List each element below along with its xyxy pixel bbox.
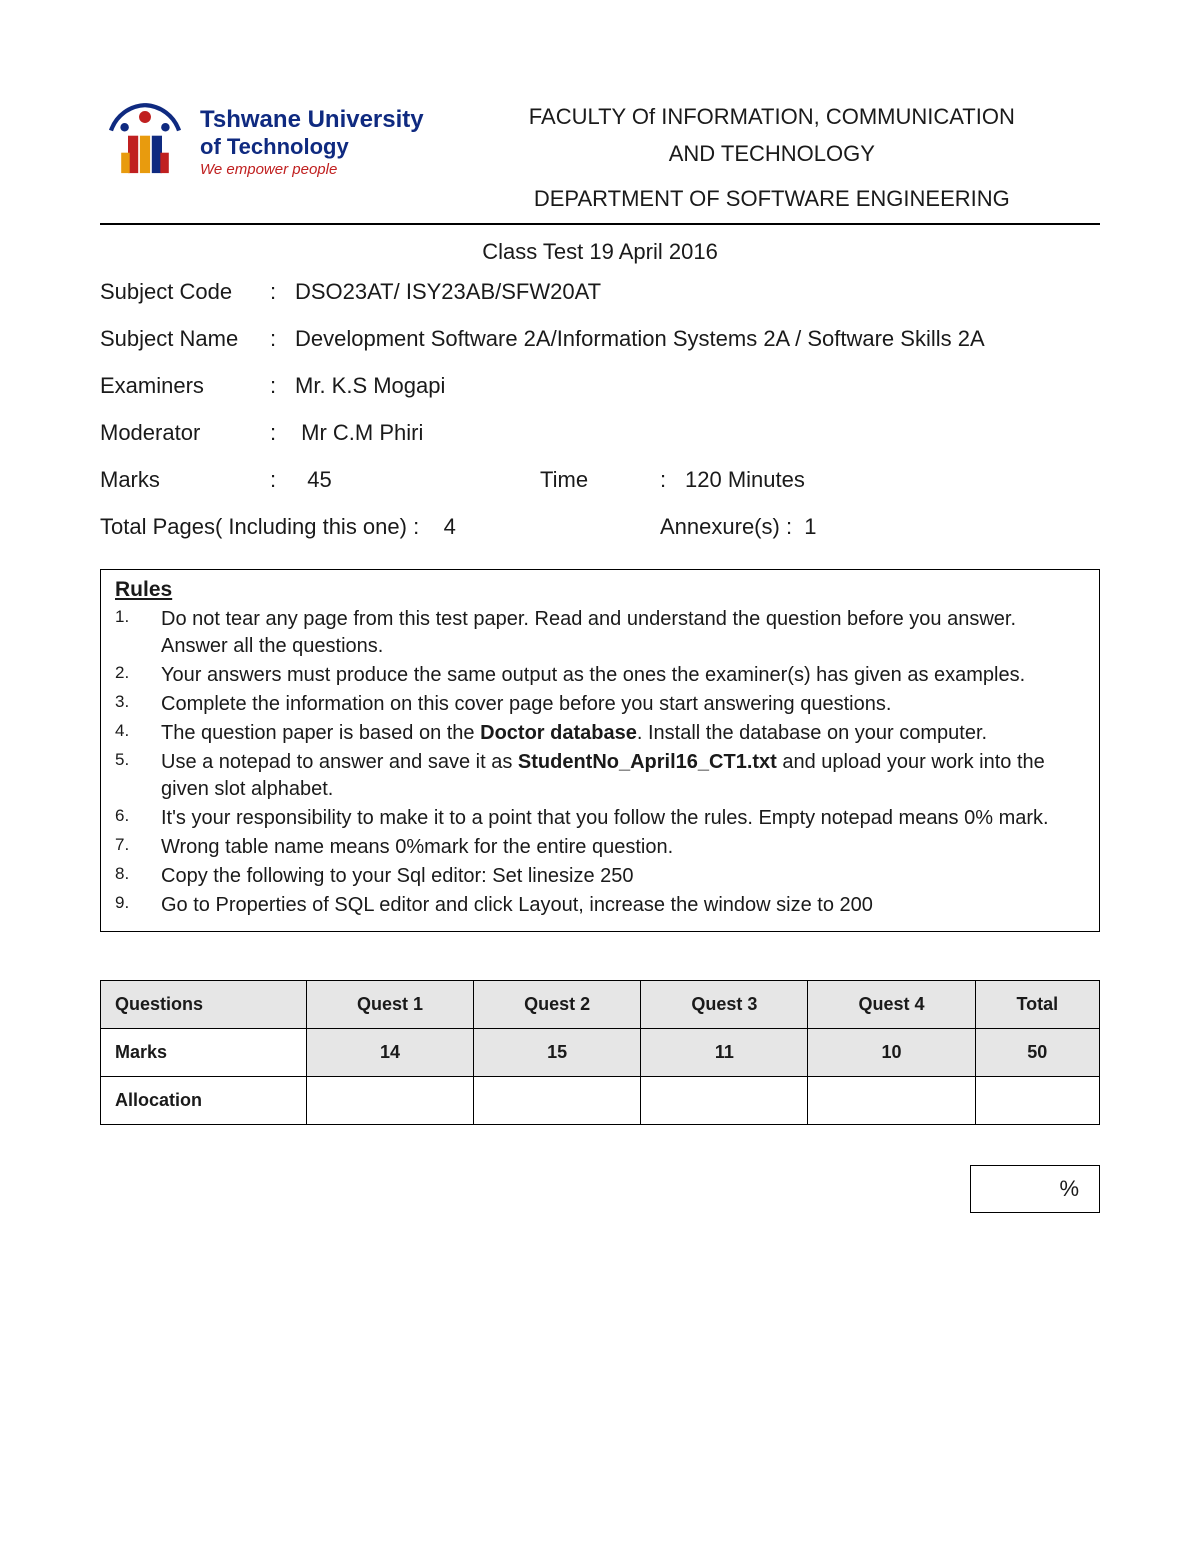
allocation-cell: [975, 1077, 1099, 1125]
meta-block: Subject Code : DSO23AT/ ISY23AB/SFW20AT …: [100, 275, 1100, 543]
allocation-cell: [808, 1077, 975, 1125]
header-row: Tshwane University of Technology We empo…: [100, 100, 1100, 225]
moderator-row: Moderator : Mr C.M Phiri: [100, 416, 1100, 449]
colon: :: [270, 416, 295, 449]
rule-item: The question paper is based on the Docto…: [115, 720, 1085, 747]
table-marks-row: Marks1415111050: [101, 1029, 1100, 1077]
rules-box: Rules Do not tear any page from this tes…: [100, 569, 1100, 932]
logo-tagline: We empower people: [200, 161, 424, 178]
department-line: DEPARTMENT OF SOFTWARE ENGINEERING: [444, 182, 1100, 215]
marks-cell: 10: [808, 1029, 975, 1077]
moderator-text: Mr C.M Phiri: [301, 420, 423, 445]
marks-time-row: Marks : 45 Time : 120 Minutes: [100, 463, 1100, 496]
total-pages-value: 4: [444, 514, 456, 539]
rule-item: Wrong table name means 0%mark for the en…: [115, 834, 1085, 861]
table-header-row: QuestionsQuest 1Quest 2Quest 3Quest 4Tot…: [101, 981, 1100, 1029]
marks-cell: 11: [641, 1029, 808, 1077]
rule-item: It's your responsibility to make it to a…: [115, 805, 1085, 832]
time-label: Time: [540, 463, 660, 496]
examiners-value: Mr. K.S Mogapi: [295, 369, 1100, 402]
total-pages-row: Total Pages( Including this one) : 4 Ann…: [100, 510, 1100, 543]
examiners-label: Examiners: [100, 369, 270, 402]
subject-name-label: Subject Name: [100, 322, 270, 355]
marks-cell: 15: [474, 1029, 641, 1077]
annexures-label: Annexure(s) :: [660, 514, 792, 539]
rule-item: Complete the information on this cover p…: [115, 691, 1085, 718]
allocation-cell: [641, 1077, 808, 1125]
table-header-cell: Quest 2: [474, 981, 641, 1029]
rules-list: Do not tear any page from this test pape…: [115, 606, 1085, 919]
colon: :: [270, 369, 295, 402]
table-header-cell: Total: [975, 981, 1099, 1029]
logo-block: Tshwane University of Technology We empo…: [100, 100, 424, 185]
colon: :: [270, 275, 295, 308]
allocation-cell: [306, 1077, 473, 1125]
rule-item: Go to Properties of SQL editor and click…: [115, 892, 1085, 919]
table-header-cell: Questions: [101, 981, 307, 1029]
logo-line2: of Technology: [200, 134, 424, 159]
table-header-cell: Quest 3: [641, 981, 808, 1029]
time-value: 120 Minutes: [685, 463, 805, 496]
moderator-label: Moderator: [100, 416, 270, 449]
page-title: Class Test 19 April 2016: [100, 239, 1100, 265]
rule-item: Use a notepad to answer and save it as S…: [115, 749, 1085, 803]
moderator-value: Mr C.M Phiri: [295, 416, 1100, 449]
table-header-cell: Quest 1: [306, 981, 473, 1029]
marks-value: 45: [295, 463, 332, 496]
percent-box: %: [970, 1165, 1100, 1213]
marks-text: 45: [307, 467, 331, 492]
table-header-cell: Quest 4: [808, 981, 975, 1029]
marks-table: QuestionsQuest 1Quest 2Quest 3Quest 4Tot…: [100, 980, 1100, 1125]
rule-item: Do not tear any page from this test pape…: [115, 606, 1085, 660]
percent-symbol: %: [1059, 1176, 1079, 1202]
colon: :: [270, 322, 295, 355]
total-pages-label: Total Pages( Including this one) :: [100, 514, 419, 539]
annexures-value: 1: [804, 514, 816, 539]
marks-cell: 50: [975, 1029, 1099, 1077]
university-logo-icon: [100, 100, 190, 185]
logo-line1: Tshwane University: [200, 106, 424, 134]
colon: :: [270, 463, 295, 496]
faculty-block: FACULTY Of INFORMATION, COMMUNICATION AN…: [444, 100, 1100, 215]
faculty-line-2: AND TECHNOLOGY: [444, 137, 1100, 170]
table-allocation-row: Allocation: [101, 1077, 1100, 1125]
marks-row-label: Marks: [101, 1029, 307, 1077]
percent-box-wrap: %: [100, 1165, 1100, 1213]
subject-name-value: Development Software 2A/Information Syst…: [295, 322, 1100, 355]
logo-text: Tshwane University of Technology We empo…: [200, 106, 424, 178]
marks-cell: 14: [306, 1029, 473, 1077]
examiners-row: Examiners : Mr. K.S Mogapi: [100, 369, 1100, 402]
rules-title: Rules: [115, 576, 1085, 604]
marks-label: Marks: [100, 463, 270, 496]
rule-item: Copy the following to your Sql editor: S…: [115, 863, 1085, 890]
faculty-line-1: FACULTY Of INFORMATION, COMMUNICATION: [444, 100, 1100, 133]
rule-item: Your answers must produce the same outpu…: [115, 662, 1085, 689]
subject-code-label: Subject Code: [100, 275, 270, 308]
allocation-row-label: Allocation: [101, 1077, 307, 1125]
colon: :: [660, 463, 685, 496]
subject-code-value: DSO23AT/ ISY23AB/SFW20AT: [295, 275, 1100, 308]
subject-name-row: Subject Name : Development Software 2A/I…: [100, 322, 1100, 355]
allocation-cell: [474, 1077, 641, 1125]
subject-code-row: Subject Code : DSO23AT/ ISY23AB/SFW20AT: [100, 275, 1100, 308]
